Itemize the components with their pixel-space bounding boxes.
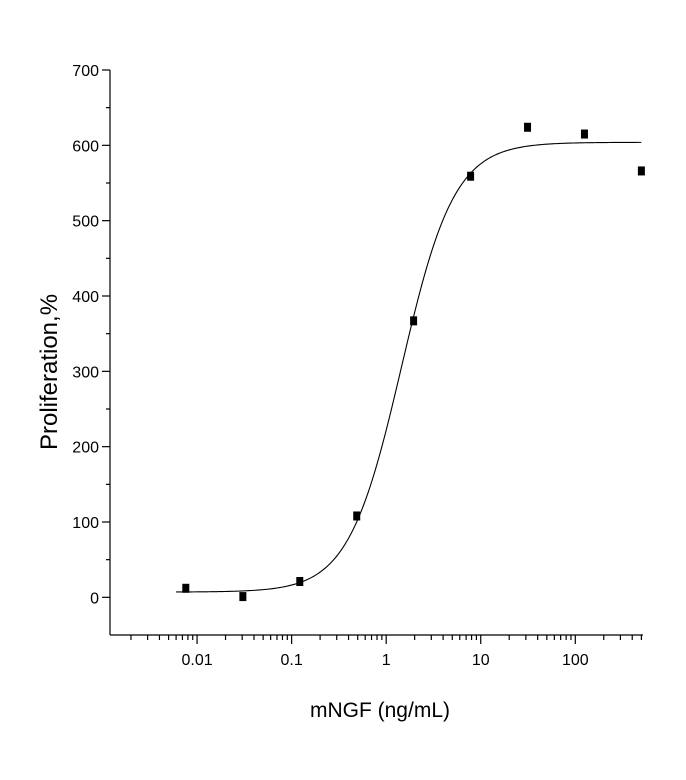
y-tick-label: 200 bbox=[72, 440, 99, 457]
data-point bbox=[353, 511, 361, 521]
data-points bbox=[182, 122, 645, 602]
y-tick-label: 300 bbox=[72, 364, 99, 381]
x-tick-label: 10 bbox=[472, 652, 490, 669]
tick-labels: 0 100 200 300 400 500 600 700 0.01 0.1 1 10 100 bbox=[72, 63, 588, 669]
data-point bbox=[239, 592, 247, 602]
data-point bbox=[467, 171, 475, 181]
y-tick-label: 0 bbox=[90, 590, 99, 607]
x-tick-label: 100 bbox=[562, 652, 589, 669]
data-point bbox=[410, 316, 418, 326]
y-tick-label: 400 bbox=[72, 289, 99, 306]
x-axis-title: mNGF (ng/mL) bbox=[310, 699, 450, 722]
data-point bbox=[637, 166, 645, 176]
y-axis-title: Proliferation,% bbox=[36, 294, 63, 450]
y-tick-label: 600 bbox=[72, 138, 99, 155]
data-point bbox=[182, 583, 190, 593]
y-tick-label: 700 bbox=[72, 63, 99, 80]
data-point bbox=[524, 122, 532, 132]
axes bbox=[109, 70, 643, 636]
x-tick-label: 1 bbox=[382, 652, 391, 669]
y-tick-label: 100 bbox=[72, 515, 99, 532]
data-point bbox=[580, 129, 588, 139]
y-tick-label: 500 bbox=[72, 214, 99, 231]
x-tick-label: 0.1 bbox=[281, 652, 303, 669]
x-tick-label: 0.01 bbox=[181, 652, 212, 669]
fit-curve bbox=[176, 141, 642, 593]
ticks bbox=[102, 69, 642, 644]
data-point bbox=[296, 577, 304, 587]
